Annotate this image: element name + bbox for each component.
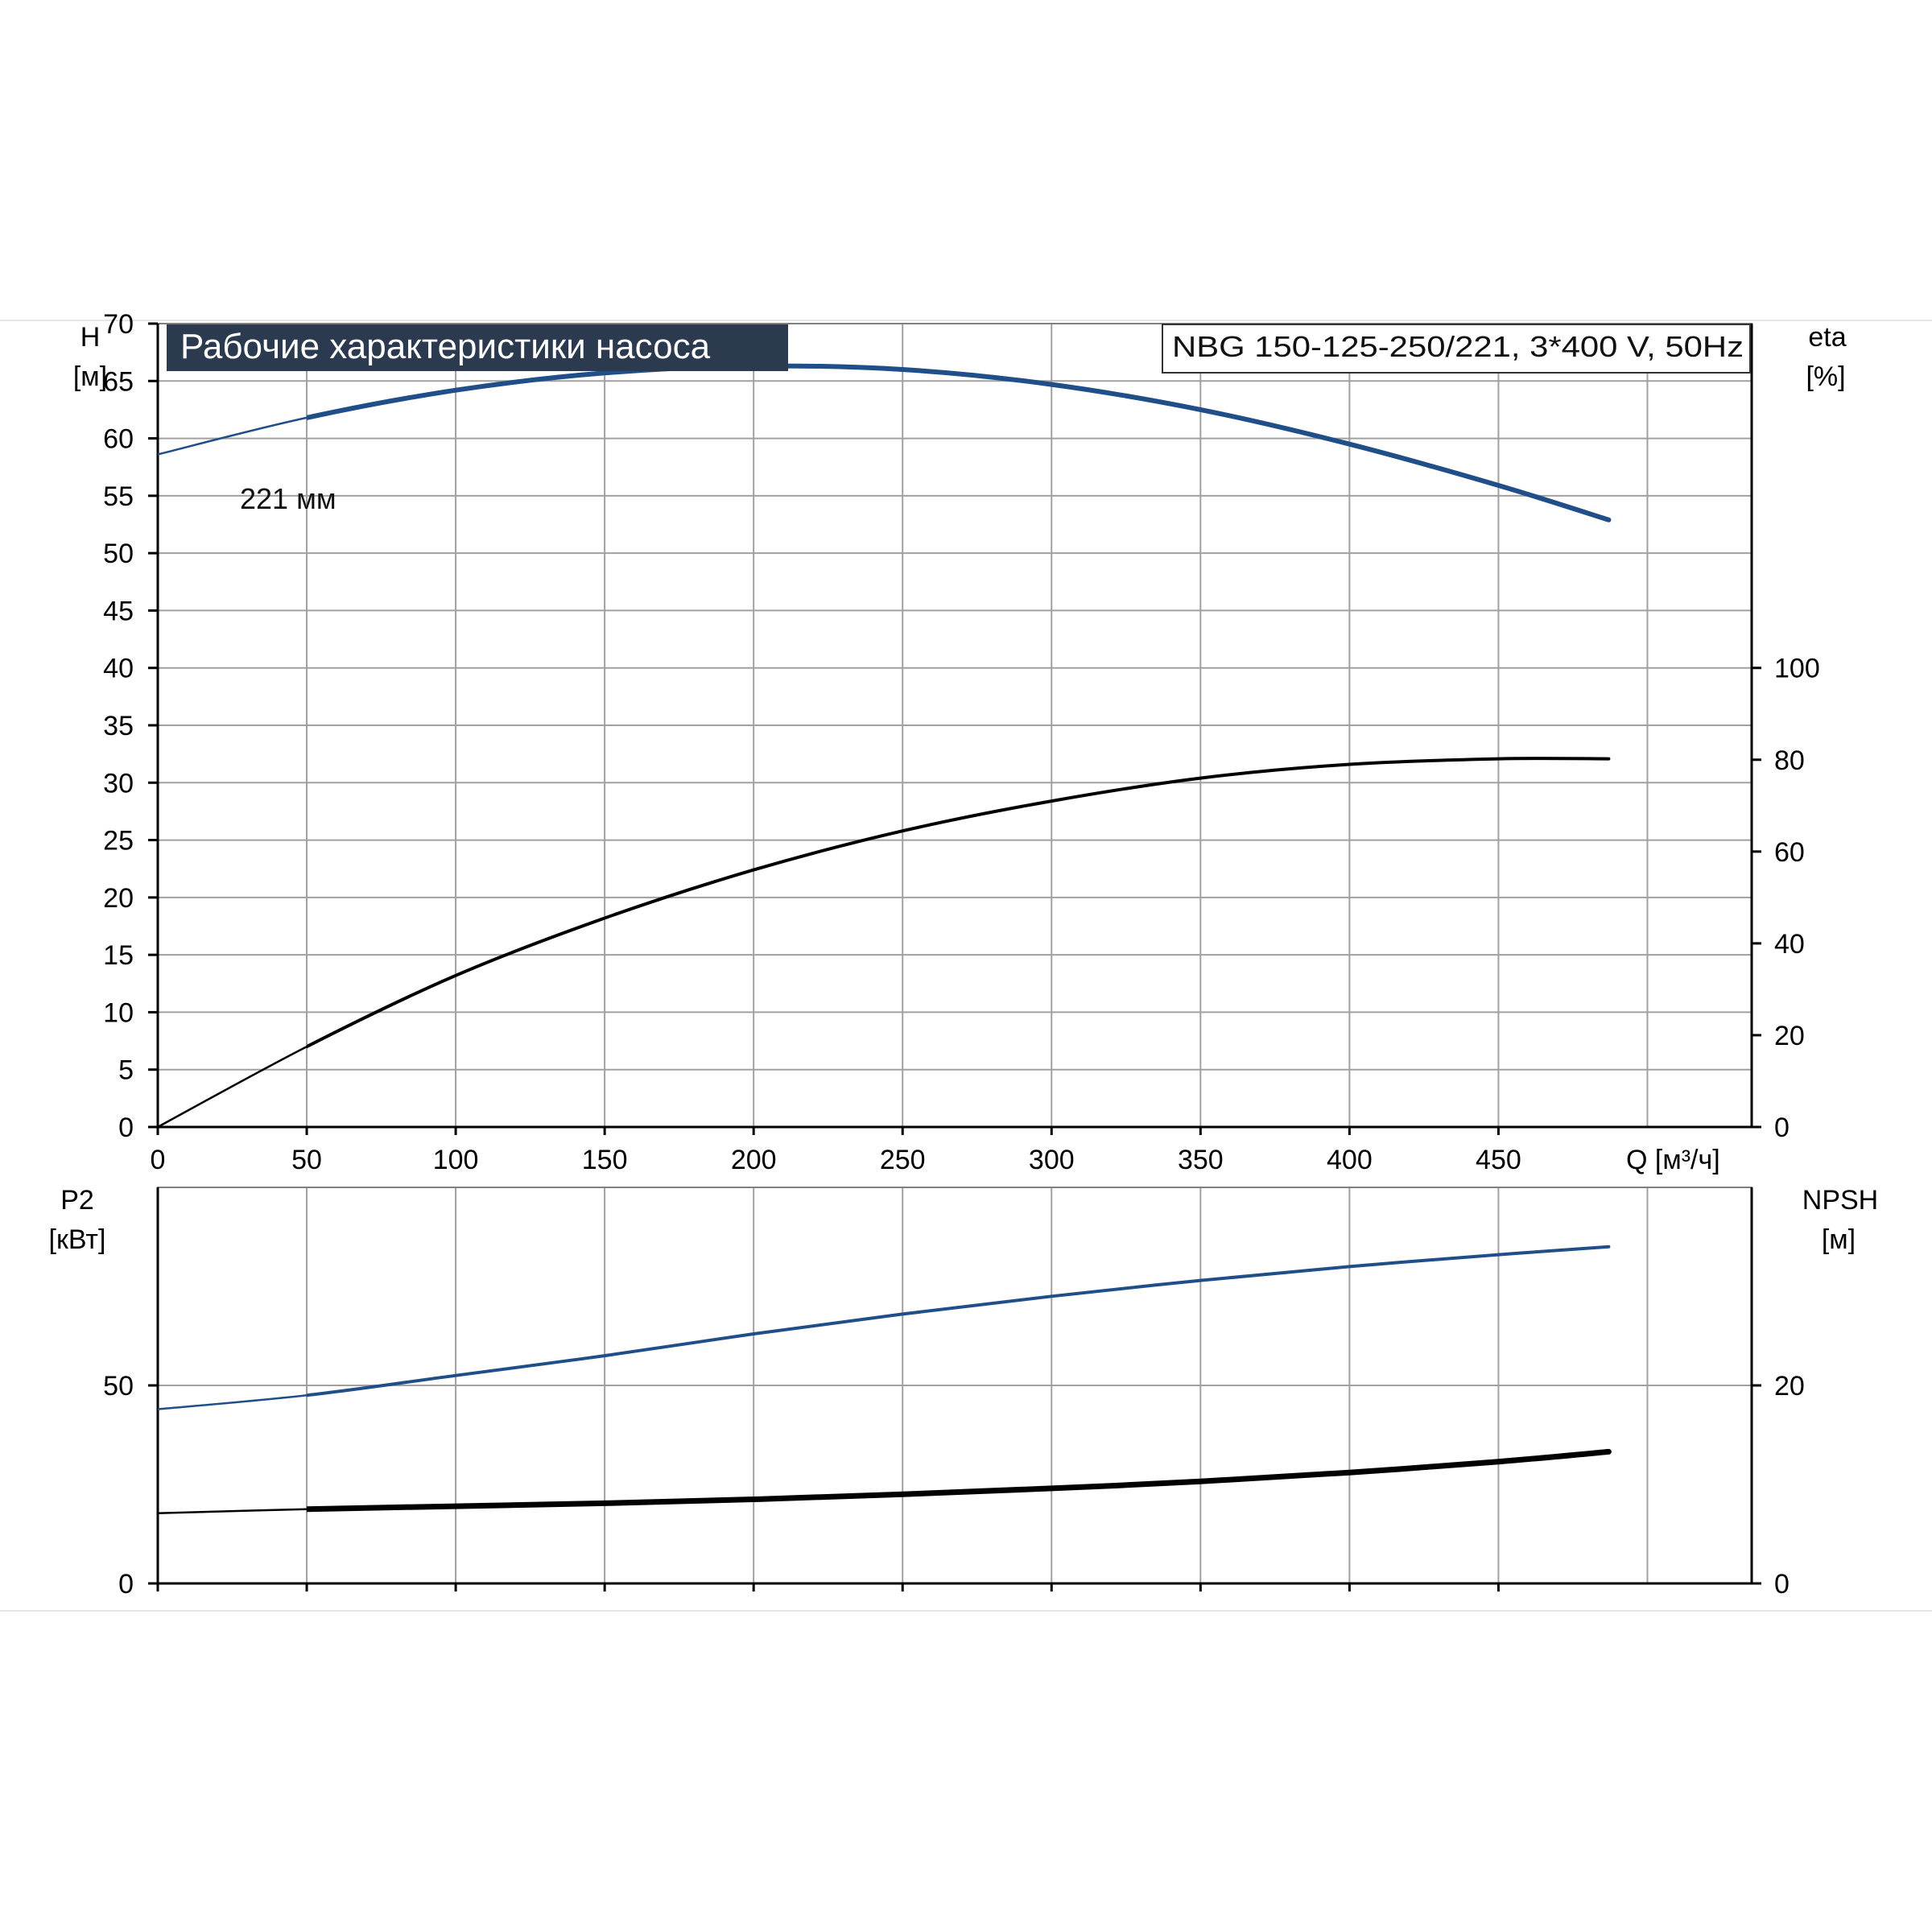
top-left-tick-label: 40	[103, 654, 134, 684]
x-tick-label: 350	[1178, 1145, 1224, 1175]
bottom-left-tick-label: 50	[103, 1371, 134, 1402]
title-box	[167, 324, 788, 371]
x-tick-label: 300	[1029, 1145, 1075, 1175]
eta-axis-title: eta	[1808, 322, 1846, 353]
top-right-tick-label: 100	[1774, 654, 1820, 684]
top-left-tick-label: 10	[103, 997, 134, 1028]
top-chart-series	[157, 363, 1612, 1129]
top-left-tick-label: 70	[103, 309, 134, 340]
chart-title: Рабочие характеристики насоса	[180, 327, 711, 366]
flow-axis-label: Q [м³/ч]	[1626, 1145, 1720, 1175]
bottom-right-tick-label: 0	[1774, 1569, 1790, 1600]
bottom-right-tick-label: 20	[1774, 1371, 1805, 1402]
top-left-tick-label: 30	[103, 768, 134, 799]
efficiency-curve	[307, 757, 1611, 1049]
x-tick-label: 250	[880, 1145, 926, 1175]
head-curve	[307, 363, 1612, 522]
bottom-chart-ticks: 0 50 0 20	[103, 1371, 1805, 1600]
head-axis-title: H	[80, 322, 101, 353]
bottom-left-tick-label: 0	[118, 1569, 134, 1600]
top-left-tick-label: 50	[103, 539, 134, 569]
x-tick-label: 100	[433, 1145, 479, 1175]
x-tick-label: 150	[582, 1145, 628, 1175]
bottom-chart-grid	[158, 1187, 1752, 1583]
top-right-tick-label: 80	[1774, 745, 1805, 776]
power-axis-title: P2	[60, 1185, 94, 1216]
top-left-tick-label: 0	[118, 1113, 134, 1143]
x-tick-label: 200	[731, 1145, 777, 1175]
npsh-axis-unit: [м]	[1822, 1224, 1856, 1255]
power-axis-unit: [кВт]	[49, 1224, 106, 1255]
top-left-tick-label: 65	[103, 366, 134, 397]
eta-axis-unit: [%]	[1806, 361, 1845, 392]
top-left-tick-label: 15	[103, 940, 134, 971]
top-right-tick-label: 0	[1774, 1113, 1790, 1143]
x-tick-label: 400	[1327, 1145, 1373, 1175]
model-box	[1162, 324, 1751, 374]
top-right-tick-label: 60	[1774, 837, 1805, 868]
x-tick-label: 50	[291, 1145, 322, 1175]
power-npsh-chart: 0 50 0 20 P2 [кВт] NPSH [м]	[49, 1185, 1879, 1600]
power-curve	[307, 1245, 1611, 1397]
head-axis-unit: [м]	[73, 361, 107, 392]
bottom-chart-series	[157, 1245, 1612, 1514]
x-tick-label: 0	[151, 1145, 166, 1175]
top-left-tick-label: 20	[103, 883, 134, 914]
top-left-tick-label: 25	[103, 826, 134, 857]
x-tick-label: 450	[1476, 1145, 1521, 1175]
npsh-curve	[307, 1448, 1612, 1513]
top-right-tick-label: 20	[1774, 1021, 1805, 1051]
impeller-diameter-label: 221 мм	[240, 482, 336, 515]
npsh-axis-title: NPSH	[1802, 1185, 1878, 1216]
top-chart-ticks: 0 5 10 15 20 25 30 35 40 45 50 55 60 65 70 0 20 40 60 80 100…	[103, 309, 1820, 1175]
top-left-tick-label: 45	[103, 596, 134, 626]
top-chart-grid	[158, 323, 1752, 1127]
top-left-tick-label: 55	[103, 481, 134, 512]
top-left-tick-label: 35	[103, 711, 134, 741]
head-efficiency-chart: 0 5 10 15 20 25 30 35 40 45 50 55 60 65 70 0 20 40 60 80 100…	[73, 309, 1847, 1175]
top-right-tick-label: 40	[1774, 929, 1805, 960]
top-left-tick-label: 5	[118, 1055, 134, 1086]
pump-model-label: NBG 150-125-250/221, 3*400 V, 50Hz	[1172, 330, 1744, 363]
top-left-tick-label: 60	[103, 424, 134, 455]
